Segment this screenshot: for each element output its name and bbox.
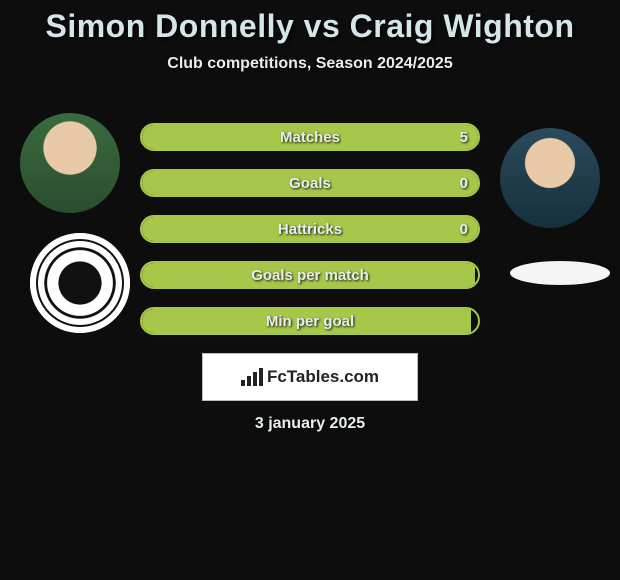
- bar-label: Goals: [142, 171, 478, 195]
- page-title: Simon Donnelly vs Craig Wighton: [10, 8, 610, 45]
- player-right-avatar: [500, 128, 600, 228]
- stat-bar-matches: Matches 5: [140, 123, 480, 151]
- bar-label: Goals per match: [142, 263, 478, 287]
- club-left-badge: [30, 233, 130, 333]
- bar-value: 5: [460, 125, 468, 149]
- date-label: 3 january 2025: [10, 415, 610, 433]
- player-left-avatar: [20, 113, 120, 213]
- club-badge-icon: [30, 233, 130, 333]
- brand-box[interactable]: FcTables.com: [202, 353, 418, 401]
- stat-bar-goals-per-match: Goals per match: [140, 261, 480, 289]
- stat-bar-goals: Goals 0: [140, 169, 480, 197]
- bar-label: Min per goal: [142, 309, 478, 333]
- chart-icon: [241, 368, 263, 386]
- bar-value: 0: [460, 217, 468, 241]
- club-right-badge: [510, 261, 610, 285]
- stat-bar-hattricks: Hattricks 0: [140, 215, 480, 243]
- bar-label: Matches: [142, 125, 478, 149]
- stat-bar-min-per-goal: Min per goal: [140, 307, 480, 335]
- bar-value: 0: [460, 171, 468, 195]
- face-icon: [20, 113, 120, 213]
- comparison-panel: Matches 5 Goals 0 Hattricks 0 Goals per …: [10, 113, 610, 433]
- stat-bars: Matches 5 Goals 0 Hattricks 0 Goals per …: [140, 113, 480, 335]
- brand-text: FcTables.com: [267, 367, 379, 387]
- face-icon: [500, 128, 600, 228]
- subtitle: Club competitions, Season 2024/2025: [10, 55, 610, 73]
- bar-label: Hattricks: [142, 217, 478, 241]
